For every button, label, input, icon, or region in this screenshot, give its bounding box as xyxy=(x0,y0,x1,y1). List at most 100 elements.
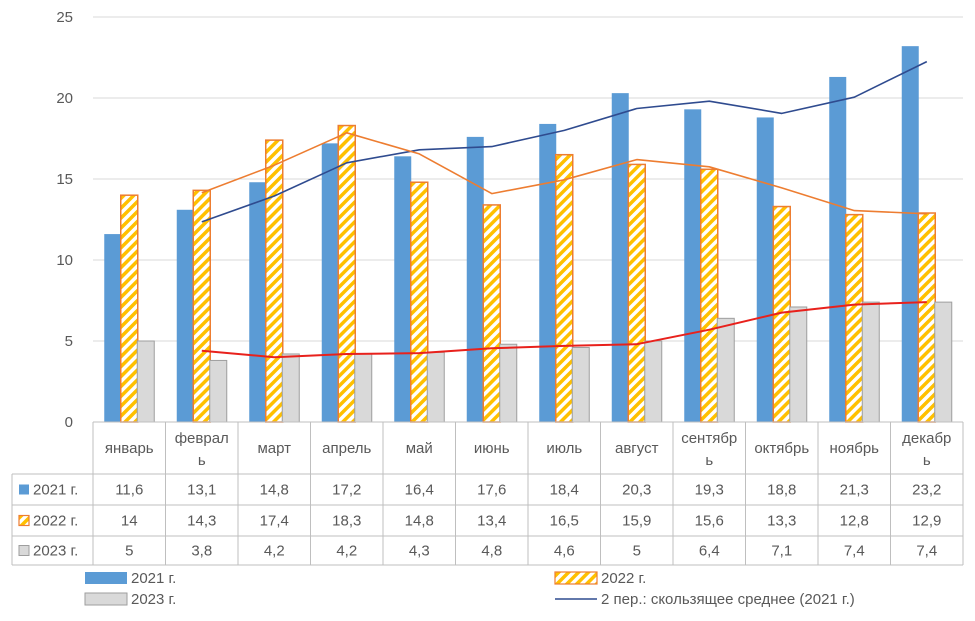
bars xyxy=(104,46,953,423)
legend-label: 2023 г. xyxy=(131,591,176,608)
data-label: 14,3 xyxy=(187,513,216,530)
data-label: 16,4 xyxy=(405,482,434,499)
bar-s2-5 xyxy=(410,181,429,423)
y-tick-label: 0 xyxy=(65,414,73,431)
data-label: 19,3 xyxy=(695,482,724,499)
category-label: ь xyxy=(198,452,206,469)
bar-s2-4 xyxy=(337,124,356,423)
table-series-name: 2023 г. xyxy=(33,543,78,560)
bar-s1-11 xyxy=(829,76,847,422)
data-label: 17,4 xyxy=(260,513,289,530)
bar-s2-12 xyxy=(917,212,936,423)
bar-s1-6 xyxy=(466,136,484,422)
data-label: 7,1 xyxy=(771,543,792,560)
table-key-2 xyxy=(18,514,30,527)
category-label: март xyxy=(257,440,291,457)
bar-s2-7 xyxy=(555,153,574,423)
data-label: 13,4 xyxy=(477,513,506,530)
bar-s3-5 xyxy=(426,351,445,423)
category-label: сентябр xyxy=(681,430,737,447)
bar-s1-7 xyxy=(539,123,557,423)
bar-s1-12 xyxy=(901,46,919,422)
bar-s1-8 xyxy=(611,93,629,422)
bar-s3-8 xyxy=(644,340,663,423)
trendline-2 xyxy=(201,132,927,215)
data-label: 15,6 xyxy=(695,513,724,530)
category-label: феврал xyxy=(175,430,229,447)
bar-s2-1 xyxy=(120,194,139,423)
bar-s1-4 xyxy=(321,143,339,423)
data-label: 13,1 xyxy=(187,482,216,499)
legend-label: 2 пер.: скользящее среднее (2021 г.) xyxy=(601,591,855,608)
data-label: 4,8 xyxy=(481,543,502,560)
trendline-1 xyxy=(201,60,928,223)
data-label: 4,3 xyxy=(409,543,430,560)
data-label: 14 xyxy=(121,513,138,530)
data-label: 21,3 xyxy=(840,482,869,499)
data-label: 4,2 xyxy=(336,543,357,560)
data-label: 18,4 xyxy=(550,482,579,499)
y-tick-label: 10 xyxy=(56,252,73,269)
data-label: 16,5 xyxy=(550,513,579,530)
legend-key-2 xyxy=(554,571,598,585)
data-label: 5 xyxy=(633,543,641,560)
category-label: январь xyxy=(105,440,154,457)
bar-s1-9 xyxy=(684,109,702,422)
data-label: 18,3 xyxy=(332,513,361,530)
data-label: 12,8 xyxy=(840,513,869,530)
legend-label: 2021 г. xyxy=(131,570,176,587)
bar-s3-10 xyxy=(789,306,808,423)
legend-key-3 xyxy=(84,592,128,606)
bar-s3-2 xyxy=(209,359,228,423)
category-label: июнь xyxy=(474,440,510,457)
bar-s1-3 xyxy=(249,182,267,422)
category-label: ь xyxy=(705,452,713,469)
bar-s3-9 xyxy=(716,317,735,423)
bar-s1-2 xyxy=(176,209,194,422)
bar-s3-7 xyxy=(571,346,590,423)
category-label: ь xyxy=(923,452,931,469)
category-label: декабр xyxy=(902,430,951,447)
table-key-1 xyxy=(19,484,29,495)
data-label: 4,6 xyxy=(554,543,575,560)
category-label: апрель xyxy=(322,440,371,457)
y-tick-label: 5 xyxy=(65,333,73,350)
data-label: 12,9 xyxy=(912,513,941,530)
data-label: 20,3 xyxy=(622,482,651,499)
table-series-name: 2021 г. xyxy=(33,482,78,499)
legend-label: 2022 г. xyxy=(601,570,646,587)
data-label: 11,6 xyxy=(115,482,143,499)
bar-s2-2 xyxy=(192,189,211,423)
category-label: июль xyxy=(546,440,582,457)
data-label: 15,9 xyxy=(622,513,651,530)
category-label: октябрь xyxy=(754,440,809,457)
data-label: 14,8 xyxy=(405,513,434,530)
data-label: 7,4 xyxy=(916,543,937,560)
bar-s1-5 xyxy=(394,156,412,422)
data-label: 13,3 xyxy=(767,513,796,530)
data-label: 6,4 xyxy=(699,543,720,560)
data-table: январь феврал ь март апрель май июнь июль август… xyxy=(11,421,964,566)
bar-s3-1 xyxy=(136,340,155,423)
data-label: 14,8 xyxy=(260,482,289,499)
bar-s2-8 xyxy=(627,163,646,423)
data-label: 17,6 xyxy=(477,482,506,499)
bar-s2-11 xyxy=(845,213,864,423)
data-label: 23,2 xyxy=(912,482,941,499)
data-label: 18,8 xyxy=(767,482,796,499)
data-label: 7,4 xyxy=(844,543,865,560)
bar-s2-3 xyxy=(265,139,284,423)
bar-s1-1 xyxy=(104,234,122,422)
bar-s1-10 xyxy=(756,117,774,422)
bar-s3-11 xyxy=(861,301,880,423)
bar-s2-6 xyxy=(482,204,501,423)
data-label: 4,2 xyxy=(264,543,285,560)
data-label: 3,8 xyxy=(191,543,212,560)
trendline-3 xyxy=(201,301,927,359)
bar-s3-4 xyxy=(354,353,373,423)
trendlines xyxy=(201,60,928,359)
data-label: 5 xyxy=(125,543,133,560)
bar-s3-6 xyxy=(499,343,518,423)
table-key-3 xyxy=(18,545,30,556)
